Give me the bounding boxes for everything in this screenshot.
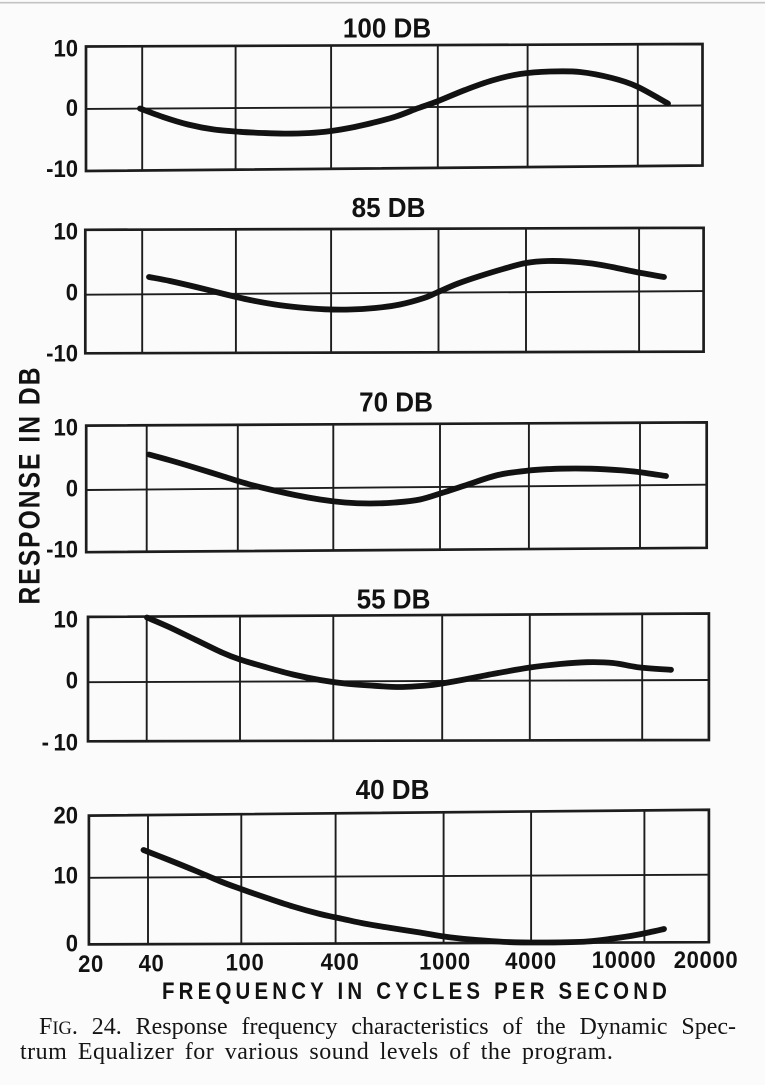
svg-text:10: 10 — [53, 606, 78, 633]
svg-text:-10: -10 — [46, 340, 78, 367]
svg-text:10: 10 — [53, 35, 78, 62]
svg-text:40 DB: 40 DB — [356, 774, 430, 805]
svg-text:100: 100 — [226, 949, 265, 976]
svg-text:55 DB: 55 DB — [357, 584, 431, 615]
svg-text:10000: 10000 — [592, 946, 657, 973]
svg-text:RESPONSE IN DB: RESPONSE IN DB — [12, 368, 46, 605]
svg-text:20: 20 — [78, 950, 104, 977]
svg-text:0: 0 — [66, 94, 78, 121]
svg-text:85 DB: 85 DB — [352, 192, 426, 223]
svg-text:0: 0 — [66, 475, 78, 502]
svg-text:20: 20 — [53, 802, 78, 829]
svg-text:- 10: - 10 — [42, 729, 78, 756]
svg-text:FREQUENCY IN CYCLES PER SECOND: FREQUENCY IN CYCLES PER SECOND — [162, 977, 667, 1004]
svg-text:0: 0 — [66, 279, 78, 306]
svg-text:0: 0 — [66, 667, 78, 694]
svg-text:20000: 20000 — [674, 946, 739, 973]
svg-text:70 DB: 70 DB — [359, 387, 433, 418]
svg-text:-10: -10 — [46, 536, 78, 563]
svg-text:1000: 1000 — [419, 948, 471, 975]
svg-text:-10: -10 — [46, 155, 78, 182]
svg-text:10: 10 — [53, 862, 78, 889]
svg-text:0: 0 — [66, 930, 78, 957]
svg-text:4000: 4000 — [505, 947, 557, 974]
svg-text:10: 10 — [53, 414, 78, 441]
svg-text:400: 400 — [321, 948, 360, 975]
svg-text:40: 40 — [139, 950, 165, 977]
svg-text:100 DB: 100 DB — [343, 13, 431, 44]
svg-text:10: 10 — [53, 218, 78, 245]
